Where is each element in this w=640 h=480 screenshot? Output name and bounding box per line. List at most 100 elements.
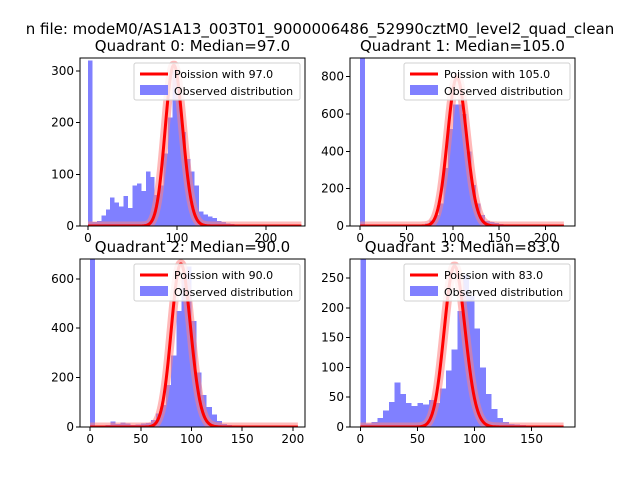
observed-bar [383,410,389,427]
panel-title: Quadrant 3: Median=83.0 [365,238,560,256]
legend-box [403,263,571,302]
observed-bar [172,70,177,226]
figure-suptitle: n file: modeM0/AS1A13_003T01_9000006486_… [26,20,615,39]
y-tick-label: 100 [321,360,344,374]
observed-bar [114,202,120,226]
y-tick-label: 400 [51,321,74,335]
observed-bar [136,183,142,226]
x-tick-label: 100 [165,231,188,245]
observed-bar [123,196,129,226]
observed-bar [168,117,173,226]
observed-bar [438,203,444,226]
panel-title: Quadrant 1: Median=105.0 [360,37,565,55]
x-tick-label: 150 [488,231,511,245]
y-tick-label: 0 [336,219,344,233]
plot-area [84,60,305,226]
legend: Poission with 97.0 Observed distribution [133,62,301,101]
observed-bar [411,406,418,427]
legend-observed-label: Observed distribution [174,85,293,98]
observed-bar [141,190,146,226]
observed-bar [119,206,124,226]
observed-bar [176,94,182,226]
legend-observed-swatch [140,85,168,95]
y-tick-label: 200 [51,116,74,130]
x-tick-label: 200 [534,231,557,245]
y-tick-label: 200 [51,371,74,385]
chart-panel-3: 0 50 100 150 0 50 100 150 200 250 Quadrant 3: Medi… [321,238,576,446]
observed-bar [405,403,412,427]
y-tick-label: 600 [51,272,74,286]
observed-bar [417,403,424,427]
observed-bar [440,388,446,427]
observed-bar [451,349,458,427]
x-tick-label: 100 [463,432,486,446]
observed-bar [448,128,453,226]
x-tick-label: 200 [254,231,277,245]
observed-bar [150,176,155,226]
observed-bar [394,382,401,427]
observed-bar [208,216,213,226]
y-tick-label: 800 [321,70,344,84]
chart-panel-0: 0 100 200 0 100 200 300 Quadrant 0: Median=97.0… [51,37,306,245]
observed-bar [128,207,133,226]
observed-bar [166,385,172,427]
observed-bar [480,367,486,427]
plot-area [86,259,302,427]
observed-bar [145,171,151,226]
legend: Poission with 90.0 Observed distribution [133,263,301,302]
observed-bar [176,310,182,427]
x-tick-label: 0 [356,231,364,245]
observed-bar [181,278,187,427]
observed-bar [194,185,200,226]
y-tick-label: 50 [329,390,344,404]
legend-observed-label: Observed distribution [174,286,293,299]
x-tick-label: 100 [441,231,464,245]
x-tick-label: 50 [133,432,148,446]
observed-bar [90,259,96,427]
legend: Poission with 105.0 Observed distribution [403,62,571,101]
legend-poisson-label: Poission with 97.0 [174,68,273,81]
observed-bar [132,185,137,226]
x-tick-label: 100 [180,432,203,446]
observed-bar [211,414,217,427]
y-tick-label: 400 [321,144,344,158]
poisson-curve-line [87,63,303,226]
observed-bar [105,209,111,226]
legend-poisson-label: Poission with 83.0 [444,269,543,282]
x-tick-label: 0 [86,432,94,446]
chart-panel-1: 0 50 100 150 200 0 200 400 600 800 Quadrant 1: Med… [321,37,576,245]
observed-bar [203,214,209,226]
legend-observed-label: Observed distribution [444,286,563,299]
axes-frame [79,258,306,428]
y-tick-label: 0 [66,420,74,434]
legend-poisson-label: Poission with 105.0 [444,68,550,81]
chart-panel-2: 0 50 100 150 200 0 200 400 600 Quadrant 2: Median… [51,238,306,446]
observed-bar [159,185,164,226]
legend: Poission with 83.0 Observed distribution [403,263,571,302]
legend-observed-swatch [410,286,438,296]
panel-title: Quadrant 0: Median=97.0 [95,37,290,55]
observed-bar [423,404,429,427]
observed-bar [445,370,452,427]
observed-bar [443,168,449,226]
observed-bar [485,394,492,427]
panel-title: Quadrant 2: Median=90.0 [95,238,290,256]
legend-observed-swatch [140,286,168,296]
observed-bar [360,259,366,427]
x-tick-label: 200 [281,432,304,446]
observed-bar [88,60,93,226]
y-tick-label: 250 [321,271,344,285]
legend-box [133,263,301,302]
y-tick-label: 300 [51,64,74,78]
chart-panels: 0 100 200 0 100 200 300 Quadrant 0: Median=97.0… [51,37,576,446]
axes-frame [349,57,576,227]
x-tick-label: 0 [356,432,364,446]
x-tick-label: 50 [410,432,425,446]
poisson-curve-line [89,262,299,427]
observed-bar [101,215,106,226]
legend-box [403,62,571,101]
x-tick-label: 150 [231,432,254,446]
legend-poisson-label: Poission with 90.0 [174,269,273,282]
observed-bar [110,197,115,226]
legend-box [133,62,301,101]
